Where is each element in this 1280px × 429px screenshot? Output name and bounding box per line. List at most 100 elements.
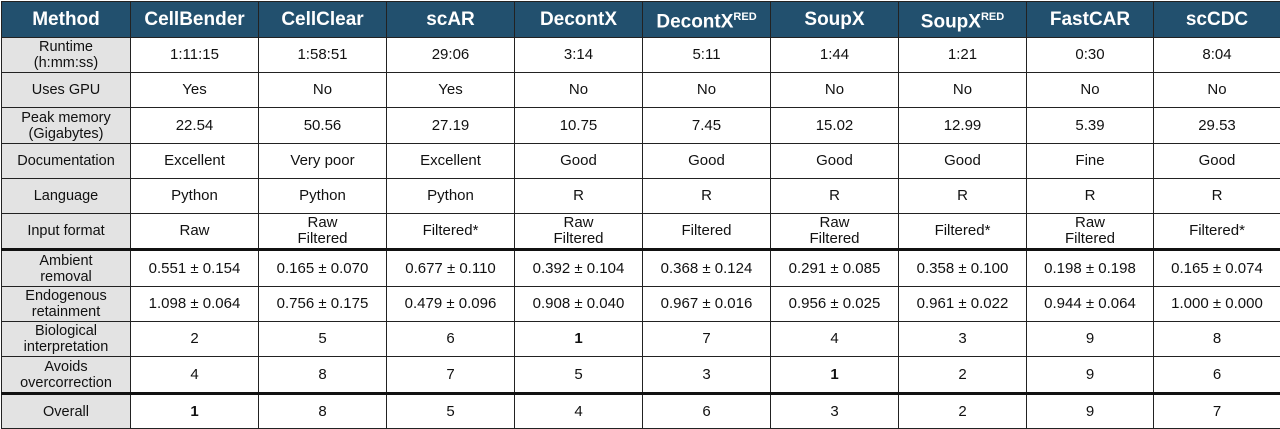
method-name: SoupX [804,9,864,30]
method-header: scCDC [1154,2,1280,38]
method-header: SoupX [771,2,899,38]
row-label-line: Runtime [2,39,130,55]
value-cell: 27.19 [387,108,515,144]
value-cell: 5:11 [643,38,771,73]
value-cell: No [259,73,387,108]
value-cell: 6 [1154,357,1280,394]
value-cell: 8 [1154,322,1280,357]
value-line: Raw [259,215,386,231]
value-cell: 0.908 ± 0.040 [515,287,643,322]
row-label: Documentation [2,144,131,179]
value-cell: 0.944 ± 0.064 [1027,287,1154,322]
value-cell: R [899,179,1027,214]
value-line: Raw [515,215,642,231]
value-cell: Yes [387,73,515,108]
row-label-line: removal [2,269,130,285]
value-cell: 7 [643,322,771,357]
value-cell: No [1154,73,1280,108]
value-cell: 1 [771,357,899,394]
value-cell: 3:14 [515,38,643,73]
value-cell: 9 [1027,357,1154,394]
method-name: scCDC [1186,9,1248,30]
method-name: CellClear [281,9,363,30]
method-name: DecontX [540,9,617,30]
value-cell: 1:44 [771,38,899,73]
value-cell: 22.54 [131,108,259,144]
value-cell: 0.756 ± 0.175 [259,287,387,322]
value-cell: 6 [643,394,771,429]
row-label-line: interpretation [2,339,130,355]
method-header: DecontXRED [643,2,771,38]
value-cell: No [1027,73,1154,108]
value-cell: 1.098 ± 0.064 [131,287,259,322]
value-cell: 1:58:51 [259,38,387,73]
value-cell: 0.677 ± 0.110 [387,250,515,287]
row-label-line: retainment [2,304,130,320]
value-cell: 1 [515,322,643,357]
value-cell: R [1027,179,1154,214]
value-cell: 5.39 [1027,108,1154,144]
value-line: Raw [771,215,898,231]
value-cell: 5 [387,394,515,429]
value-cell: 1:21 [899,38,1027,73]
value-line: Raw [1027,215,1153,231]
value-cell: No [771,73,899,108]
value-cell: 9 [1027,394,1154,429]
value-cell: 50.56 [259,108,387,144]
value-cell: 0:30 [1027,38,1154,73]
row-label-line: overcorrection [2,375,130,391]
value-cell: 8 [259,394,387,429]
row-label: Overall [2,394,131,429]
value-cell: 1 [131,394,259,429]
value-cell: 0.551 ± 0.154 [131,250,259,287]
value-cell: 4 [131,357,259,394]
value-cell: 2 [899,357,1027,394]
value-cell: 0.392 ± 0.104 [515,250,643,287]
method-name: scAR [426,9,475,30]
value-cell: 1:11:15 [131,38,259,73]
value-cell: Yes [131,73,259,108]
value-cell: Good [515,144,643,179]
value-cell: Very poor [259,144,387,179]
row-label-line: Peak memory [2,110,130,126]
value-cell: 8:04 [1154,38,1280,73]
value-line: Filtered [515,231,642,247]
value-cell: Python [131,179,259,214]
value-cell: Good [899,144,1027,179]
value-cell: R [1154,179,1280,214]
value-cell: 3 [771,394,899,429]
value-cell: 7.45 [643,108,771,144]
row-label: Language [2,179,131,214]
value-cell: 15.02 [771,108,899,144]
row-label-line: (h:mm:ss) [2,55,130,71]
method-header: scAR [387,2,515,38]
row-label-line: Biological [2,323,130,339]
method-header: DecontX [515,2,643,38]
value-cell: 0.967 ± 0.016 [643,287,771,322]
value-cell: Filtered [643,214,771,250]
value-cell: Filtered* [899,214,1027,250]
value-cell: 3 [899,322,1027,357]
row-label: Uses GPU [2,73,131,108]
value-cell: Python [259,179,387,214]
value-line: Filtered* [387,223,514,239]
value-cell: No [515,73,643,108]
value-cell: Fine [1027,144,1154,179]
value-line: Filtered [1027,231,1153,247]
value-cell: Excellent [387,144,515,179]
method-header: FastCAR [1027,2,1154,38]
value-cell: Filtered* [387,214,515,250]
method-header: SoupXRED [899,2,1027,38]
